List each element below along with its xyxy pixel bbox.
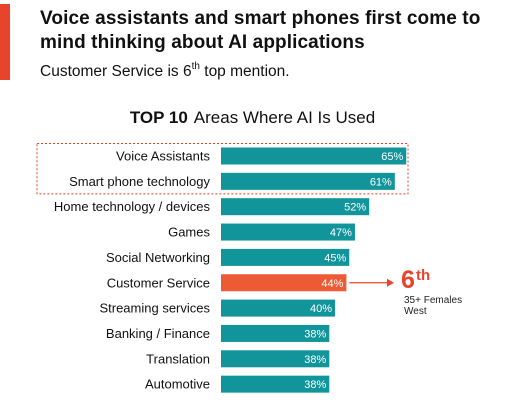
category-label-0: Voice Assistants [116,149,210,164]
value-label-5: 44% [321,278,343,290]
slide-subtitle: Customer Service is 6th top mention. [40,60,290,82]
bar-4 [221,248,350,266]
category-label-8: Translation [146,351,210,366]
chart-title: TOP 10 Areas Where AI Is Used [0,107,505,129]
category-label-5: Customer Service [107,275,210,290]
value-label-8: 38% [304,354,326,366]
callout-note-line1: 35+ Females [404,295,462,306]
value-label-2: 52% [344,202,366,214]
value-label-4: 45% [324,252,346,264]
value-label-6: 40% [310,303,332,315]
value-label-9: 38% [304,379,326,391]
bar-3 [221,223,355,241]
value-label-3: 47% [330,227,352,239]
callout-note-line2: West [404,306,427,317]
value-label-7: 38% [304,328,326,340]
category-label-7: Banking / Finance [106,326,210,341]
category-label-2: Home technology / devices [54,199,211,214]
value-label-0: 65% [381,151,403,163]
bar-2 [221,198,370,216]
bar-5 [221,274,347,292]
category-label-4: Social Networking [106,250,210,265]
subtitle-rest: top mention. [199,63,290,80]
chart-title-rest: Areas Where AI Is Used [193,108,376,127]
callout-rank-number: 6 [401,266,415,294]
subtitle-superscript: th [191,60,200,72]
top-two-highlight-box [36,143,409,195]
value-label-1: 61% [370,176,392,188]
category-label-6: Streaming services [99,301,210,316]
slide-title: Voice assistants and smart phones first … [40,8,481,53]
category-label-3: Games [168,225,210,240]
subtitle-main: Customer Service is 6 [40,63,192,80]
category-label-1: Smart phone technology [69,174,210,189]
callout-arrow-head [387,278,394,287]
accent-bar [0,4,10,80]
bar-9 [221,375,330,393]
chart-title-strong: TOP 10 [129,108,188,127]
bar-7 [221,324,330,342]
bar-8 [221,350,330,368]
category-label-9: Automotive [145,377,210,392]
bar-6 [221,299,335,317]
bar-1 [221,172,395,190]
callout-rank-superscript: th [416,267,430,284]
bar-0 [221,147,407,165]
